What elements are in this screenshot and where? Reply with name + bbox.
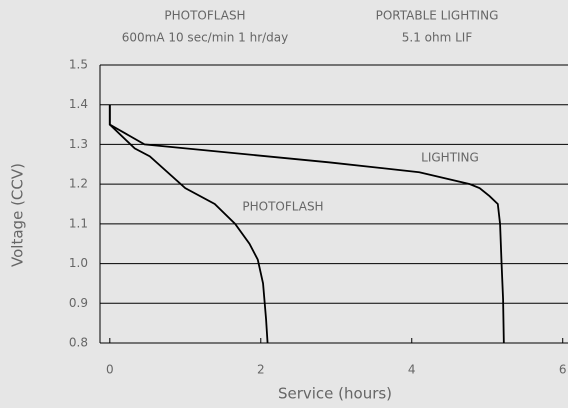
y-tick-label: 1.5	[69, 58, 88, 72]
y-tick-label: 1.4	[69, 97, 88, 111]
y-tick-label: 1.1	[69, 216, 88, 230]
x-tick-label: 6	[559, 363, 567, 377]
x-tick-label: 4	[408, 363, 416, 377]
y-tick-label: 0.9	[69, 296, 88, 310]
x-tick-label: 0	[106, 363, 114, 377]
annotation: PORTABLE LIGHTING	[376, 9, 499, 23]
series-label: PHOTOFLASH	[242, 200, 323, 214]
x-tick-label: 2	[257, 363, 265, 377]
annotation: 600mA 10 sec/min 1 hr/day	[122, 31, 289, 45]
series-label: LIGHTING	[421, 151, 479, 165]
y-axis-label: Voltage (CCV)	[9, 163, 27, 267]
annotation: PHOTOFLASH	[164, 9, 245, 23]
y-tick-label: 1.3	[69, 137, 88, 151]
y-tick-label: 1.2	[69, 177, 88, 191]
annotation: 5.1 ohm LIF	[402, 31, 473, 45]
y-tick-label: 0.8	[69, 336, 88, 350]
y-tick-label: 1.0	[69, 256, 88, 270]
line-series	[108, 104, 505, 344]
x-axis-label: Service (hours)	[278, 385, 392, 403]
line-series	[108, 104, 269, 344]
